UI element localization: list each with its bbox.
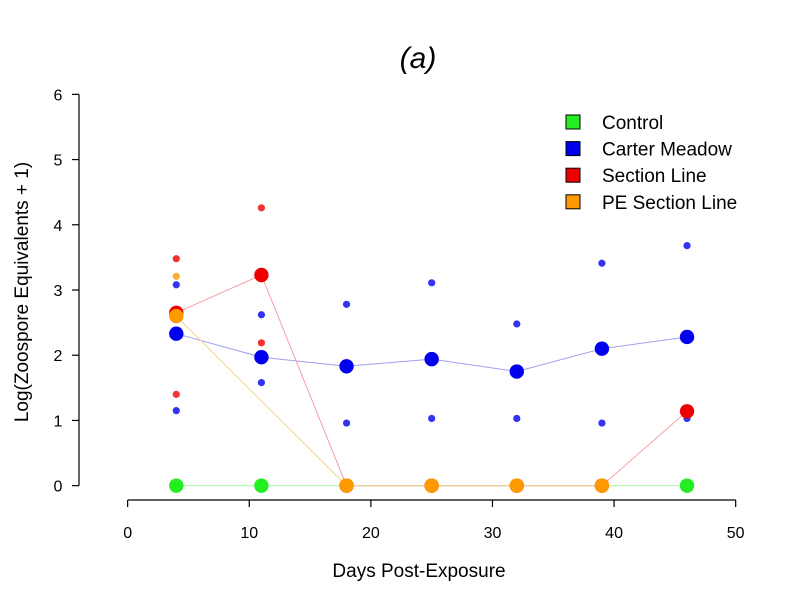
section-line-line xyxy=(176,274,688,487)
section-line-replicate-point xyxy=(172,255,180,263)
pe-section-line-line xyxy=(175,315,602,487)
y-tick-label: 1 xyxy=(54,413,63,430)
pe-section-line-mean-point xyxy=(339,478,354,493)
section-line-mean-point xyxy=(679,404,695,419)
control-mean-point xyxy=(169,478,184,493)
legend-label-pe-section-line: PE Section Line xyxy=(602,193,737,214)
x-tick-label: 0 xyxy=(123,525,132,542)
carter-meadow-replicate-point xyxy=(598,419,606,427)
y-tick-label: 2 xyxy=(54,348,63,365)
carter-meadow-mean-point xyxy=(679,329,695,345)
control-mean-point xyxy=(679,478,695,493)
pe-section-line-mean-point xyxy=(509,478,524,493)
legend-swatch-control xyxy=(565,114,581,130)
section-line-replicate-point xyxy=(257,204,266,212)
y-axis-title: Log(Zoospore Equivalents + 1) xyxy=(12,162,33,422)
carter-meadow-replicate-point xyxy=(342,419,351,427)
carter-meadow-replicate-point xyxy=(428,279,436,287)
legend-label-control: Control xyxy=(602,113,663,134)
y-tick-label: 3 xyxy=(54,283,63,300)
legend-swatch-section-line xyxy=(565,167,581,183)
carter-meadow-replicate-point xyxy=(172,281,180,289)
carter-meadow-mean-point xyxy=(169,326,184,341)
axes: 0 1 2 3 4 5 6 0 10 20 30 40 50 xyxy=(54,87,745,542)
carter-meadow-mean-point xyxy=(254,349,269,365)
carter-meadow-replicate-point xyxy=(257,379,266,387)
legend-label-carter-meadow: Carter Meadow xyxy=(602,140,732,161)
control-mean-point xyxy=(254,478,269,493)
legend: Control Carter Meadow Section Line PE Secti… xyxy=(565,113,737,214)
mean-points xyxy=(169,267,695,493)
y-tick-label: 4 xyxy=(54,218,63,235)
carter-meadow-mean-point xyxy=(339,359,354,374)
carter-meadow-replicate-point xyxy=(172,407,180,415)
section-line-replicate-point xyxy=(172,390,180,398)
pe-section-line-mean-point xyxy=(594,478,610,493)
section-line-mean-point xyxy=(254,267,269,283)
carter-meadow-replicate-point xyxy=(683,242,691,250)
legend-swatch-carter-meadow xyxy=(565,141,581,157)
carter-meadow-replicate-point xyxy=(513,320,521,328)
carter-meadow-replicate-point xyxy=(342,300,351,308)
section-line-replicate-point xyxy=(257,339,266,347)
carter-meadow-replicate-point xyxy=(428,414,436,423)
chart-title: (a) xyxy=(400,42,437,75)
series-lines xyxy=(175,274,688,487)
carter-meadow-replicate-point xyxy=(257,311,266,319)
y-tick-label: 6 xyxy=(54,87,63,104)
x-tick-label: 40 xyxy=(605,525,623,542)
y-tick-label: 5 xyxy=(54,153,63,170)
pe-section-line-mean-point xyxy=(169,308,184,324)
x-tick-label: 20 xyxy=(362,525,380,542)
x-tick-label: 50 xyxy=(727,525,745,542)
y-tick-label: 0 xyxy=(54,479,63,496)
carter-meadow-mean-point xyxy=(509,364,524,379)
carter-meadow-replicate-point xyxy=(513,414,521,423)
carter-meadow-mean-point xyxy=(594,341,610,356)
legend-label-section-line: Section Line xyxy=(602,166,707,187)
x-tick-label: 10 xyxy=(240,525,258,542)
legend-swatch-pe-section-line xyxy=(565,194,581,210)
carter-meadow-mean-point xyxy=(424,351,439,367)
replicate-points xyxy=(172,204,691,427)
carter-meadow-replicate-point xyxy=(598,259,606,267)
x-axis-title: Days Post-Exposure xyxy=(332,561,505,582)
pe-section-line-replicate-point xyxy=(172,272,180,280)
pe-section-line-mean-point xyxy=(424,478,439,493)
x-tick-label: 30 xyxy=(484,525,502,542)
